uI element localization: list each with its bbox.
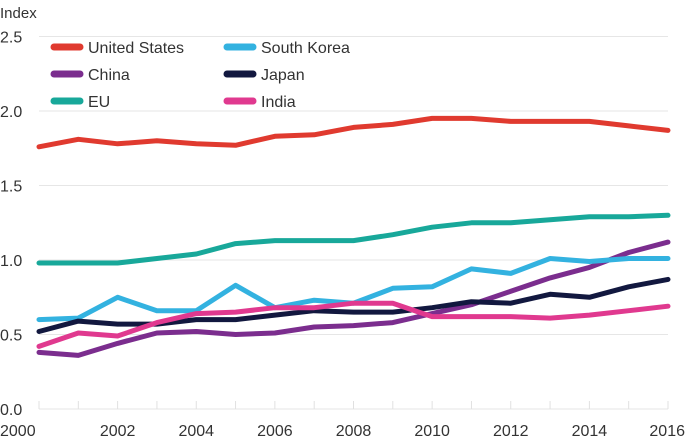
x-tick-label: 2002 — [100, 423, 136, 438]
legend-item-south-korea: South Korea — [223, 40, 350, 57]
legend-label: Japan — [261, 67, 305, 84]
legend-label: South Korea — [261, 40, 350, 57]
legend-item-united-states: United States — [50, 40, 184, 57]
series-eu — [36, 212, 671, 266]
x-tick-label: 2004 — [178, 423, 214, 438]
y-tick-label: 1.0 — [0, 253, 22, 270]
x-tick-label: 2016 — [649, 423, 685, 438]
legend: United States China EU South Korea Japan Indi… — [50, 40, 350, 111]
series-china — [36, 239, 671, 358]
gridlines — [39, 36, 668, 410]
series-united-states — [36, 115, 671, 150]
series-india — [36, 300, 671, 349]
y-axis-title: Index — [0, 5, 37, 22]
legend-label: United States — [88, 40, 184, 57]
series-lines — [36, 115, 671, 358]
x-axis-ticks — [38, 401, 669, 409]
y-tick-label: 0.5 — [0, 328, 22, 345]
legend-item-china: China — [50, 67, 130, 84]
y-tick-label: 2.5 — [0, 30, 22, 47]
y-tick-label: 2.0 — [0, 104, 22, 121]
legend-item-india: India — [223, 94, 296, 111]
x-tick-label: 2010 — [414, 423, 450, 438]
y-tick-label: 0.0 — [0, 402, 22, 419]
legend-label: EU — [88, 94, 110, 111]
legend-label: India — [261, 94, 296, 111]
x-tick-label: 2000 — [0, 423, 36, 438]
x-tick-label: 2008 — [336, 423, 372, 438]
legend-item-japan: Japan — [223, 67, 305, 84]
series-japan — [36, 276, 671, 334]
x-tick-label: 2014 — [572, 423, 608, 438]
x-tick-label: 2012 — [493, 423, 529, 438]
legend-item-eu: EU — [50, 94, 110, 111]
y-tick-label: 1.5 — [0, 179, 22, 196]
legend-label: China — [88, 67, 130, 84]
y-axis-labels: 0.0 0.5 1.0 1.5 2.0 2.5 — [0, 30, 22, 420]
x-tick-label: 2006 — [257, 423, 293, 438]
x-axis-labels: 2000 2002 2004 2006 2008 2010 2012 2014 2016 — [0, 423, 685, 438]
